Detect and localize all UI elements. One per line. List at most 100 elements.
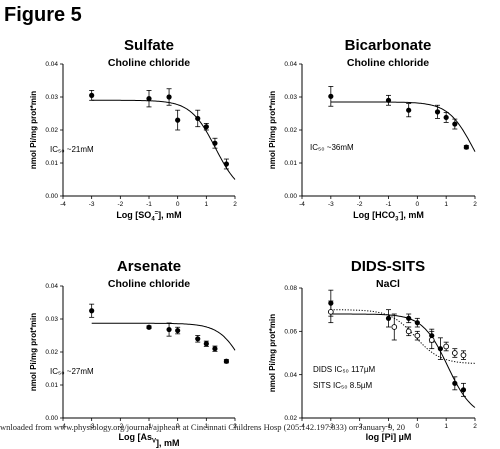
y-tick-label: 0.04: [45, 283, 58, 290]
panel-subtitle: Choline chloride: [347, 57, 429, 69]
x-tick-label: -4: [60, 423, 66, 430]
y-tick-label: 0.02: [45, 127, 58, 134]
data-point: [414, 320, 420, 326]
x-tick-label: 0: [176, 423, 180, 430]
panel-title: Bicarbonate: [345, 37, 432, 54]
x-tick-label: -2: [357, 423, 363, 430]
y-axis-label: nmol Pi/mg prot*min: [29, 91, 38, 169]
x-tick-label: -2: [117, 423, 123, 430]
panel-title: DIDS-SITS: [351, 258, 425, 275]
y-tick-label: 0.08: [284, 285, 297, 292]
y-tick-label: 0.02: [284, 415, 297, 422]
data-point: [443, 114, 449, 121]
download-footer: wnloaded from www.physiology.org/journal…: [0, 422, 405, 432]
x-tick-label: -4: [299, 423, 305, 430]
panel-subtitle: Choline chloride: [108, 57, 190, 69]
x-tick-label: -4: [60, 201, 66, 208]
data-point-open: [391, 324, 398, 330]
x-axis-label-subscript: 3: [395, 217, 399, 223]
y-tick-label: 0.01: [45, 382, 58, 389]
x-axis-label-superscript: -: [398, 211, 400, 217]
y-tick-label: 0.01: [45, 160, 58, 167]
data-point: [166, 94, 172, 100]
x-tick-label: 2: [233, 423, 237, 430]
y-axis-label: nmol Pi/mg prot*min: [29, 313, 38, 391]
figure-title: Figure 5: [4, 4, 82, 26]
x-axis-label-main: Log [As: [118, 432, 152, 442]
data-point-open: [443, 343, 450, 350]
data-point-open: [405, 328, 412, 335]
data-point: [175, 117, 181, 123]
y-tick-label: 0.02: [45, 349, 58, 356]
data-point: [460, 387, 467, 393]
data-point: [195, 115, 201, 122]
x-tick-label: -4: [299, 201, 305, 208]
panel-title: Arsenate: [117, 258, 181, 275]
data-point-open: [460, 352, 467, 359]
x-axis-label-main: Log [HCO: [353, 210, 395, 220]
y-tick-label: 0.00: [45, 415, 58, 422]
ic50-annotation: IC₅₀ ~21mM: [50, 145, 94, 154]
x-tick-label: -1: [386, 201, 392, 208]
data-point: [89, 92, 95, 98]
data-point: [212, 140, 218, 146]
data-point: [328, 93, 334, 99]
data-point: [203, 124, 209, 130]
x-tick-label: -2: [357, 201, 363, 208]
x-tick-label: -1: [146, 201, 152, 208]
data-point: [223, 161, 229, 167]
fit-curve: [91, 99, 236, 180]
panel-bicarbonate: Bicarbonate Choline chloride -4 -3 -2 -1 0 1 2 0.…: [268, 37, 477, 223]
panel-sulfate: Sulfate Choline chloride -4 -3 -2 -1 0 1 2 0.00 0.…: [29, 37, 237, 223]
y-tick-label: 0.03: [284, 94, 297, 101]
data-point-open: [414, 332, 421, 339]
fit-curve: [330, 101, 476, 152]
data-point: [175, 327, 181, 334]
x-tick-label: 0: [416, 423, 420, 430]
data-point: [146, 324, 152, 330]
data-point: [212, 346, 218, 352]
y-axis-label: nmol Pi/mg prot*min: [268, 91, 277, 169]
x-tick-label: 1: [205, 201, 209, 208]
y-tick-label: 0.00: [45, 193, 58, 200]
data-point: [385, 315, 392, 321]
x-tick-label: 1: [444, 423, 448, 430]
x-axis-label: Log [HCO3-], mM: [353, 210, 424, 223]
data-point: [203, 341, 209, 347]
panel-arsenate: Arsenate Choline chloride -4 -3 -2 -1 0 1 2 0.00 0…: [29, 258, 237, 448]
fit-curve: [330, 313, 476, 408]
data-point: [385, 97, 392, 103]
data-point-open: [428, 337, 435, 343]
x-axis-label-end: ], mM: [158, 210, 182, 220]
x-tick-label: -1: [386, 423, 392, 430]
data-point-open: [451, 350, 458, 356]
x-tick-label: -1: [146, 423, 152, 430]
panel-title: Sulfate: [124, 37, 174, 54]
x-axis-label: log [Pi] µM: [366, 432, 412, 442]
x-tick-label: 2: [473, 423, 477, 430]
ic50-annotation: IC₅₀ ~27mM: [50, 367, 94, 376]
x-tick-label: 0: [176, 201, 180, 208]
data-point: [223, 358, 229, 364]
x-axis-label-main: Log [SO: [116, 210, 151, 220]
x-axis-label-subscript: V: [152, 439, 156, 445]
y-tick-label: 0.02: [284, 127, 297, 134]
data-point: [437, 346, 443, 352]
x-tick-label: 1: [444, 201, 448, 208]
x-tick-label: 2: [233, 201, 237, 208]
data-point: [146, 96, 152, 102]
x-tick-label: 0: [416, 201, 420, 208]
ic50-annotation: SITS IC₅₀ 8.5µM: [313, 381, 373, 390]
x-tick-label: -3: [89, 423, 95, 430]
data-point: [166, 326, 172, 333]
data-point: [406, 107, 412, 113]
ic50-annotation: IC₅₀ ~36mM: [310, 143, 354, 152]
y-axis-label: nmol Pi/mg prot*min: [268, 314, 277, 392]
x-tick-label: 2: [473, 201, 477, 208]
x-axis-label-main: log [Pi] µM: [366, 432, 412, 442]
x-tick-label: 1: [205, 423, 209, 430]
y-tick-label: 0.01: [284, 160, 297, 167]
y-tick-label: 0.04: [45, 61, 58, 68]
x-tick-label: -3: [328, 201, 334, 208]
